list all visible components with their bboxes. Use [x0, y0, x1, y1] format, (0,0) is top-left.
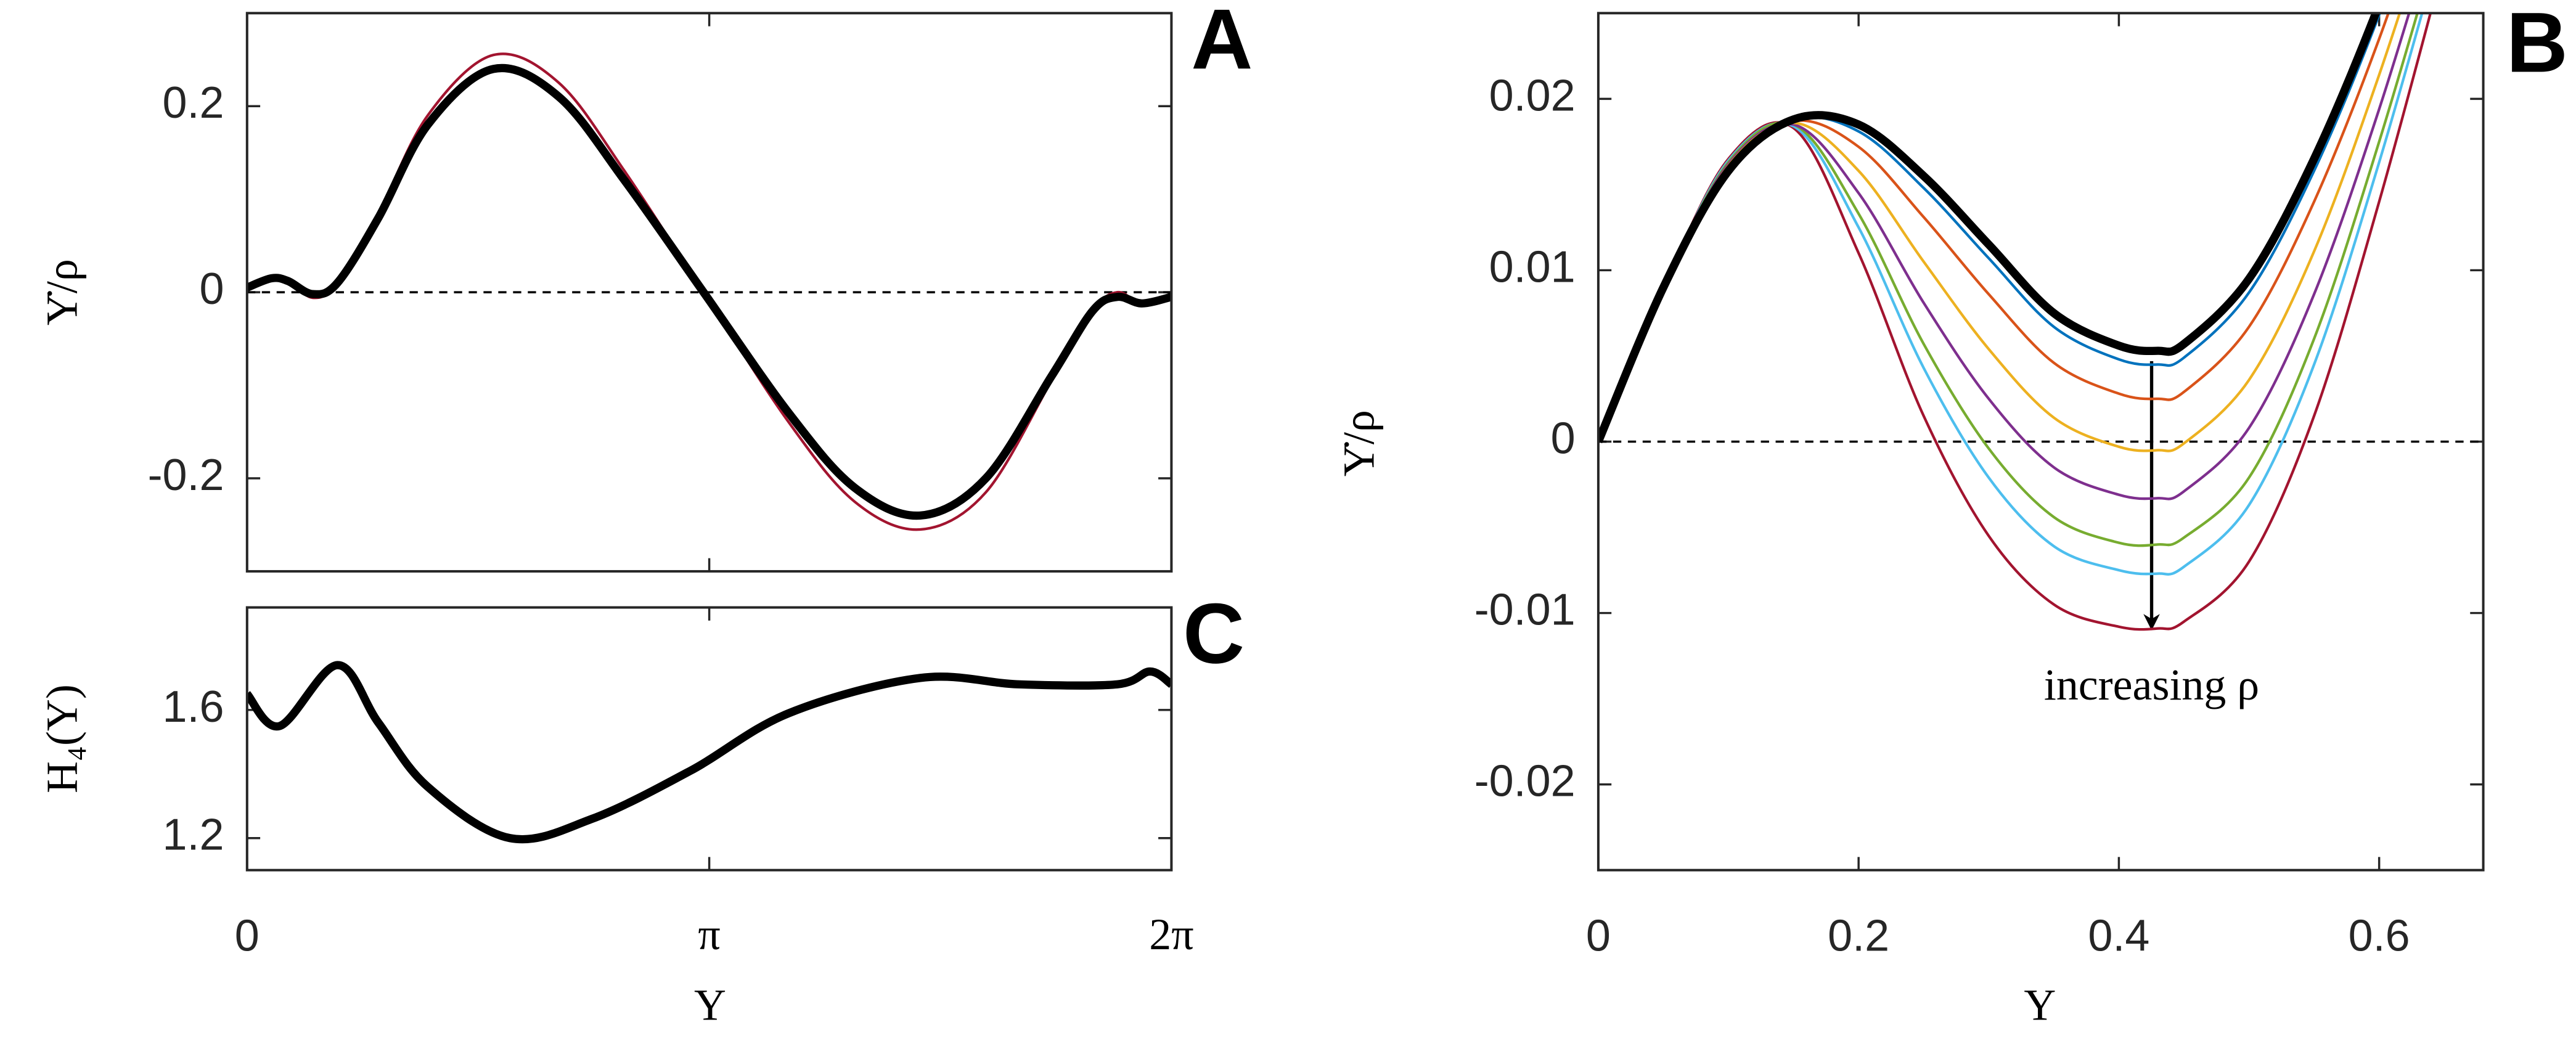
panel-label: A — [1191, 0, 1253, 87]
x-tick-label: 0.6 — [2349, 912, 2410, 961]
x-axis-label: Υ — [694, 981, 726, 1030]
line-series — [1598, 13, 2419, 547]
x-axis-label: Υ — [2024, 981, 2056, 1030]
panel-label: C — [1183, 586, 1245, 681]
y-tick-label: 1.2 — [163, 811, 224, 860]
y-axis-label: H₄(Υ) — [37, 684, 86, 793]
axes-frame — [245, 606, 1173, 872]
axes-frame — [245, 12, 1173, 573]
line-series — [247, 661, 1172, 844]
line-series — [1598, 13, 2381, 444]
y-tick-label: 0 — [200, 264, 224, 314]
plot-area — [247, 52, 1172, 531]
axes-frame — [1597, 12, 2485, 872]
line-series — [1598, 13, 2432, 631]
line-series — [1598, 13, 2402, 452]
plot-area — [247, 661, 1172, 844]
x-tick-label: 2π — [1149, 910, 1193, 959]
line-series — [1598, 13, 2411, 500]
y-tick-label: -0.2 — [148, 451, 224, 500]
x-tick-label: 0.2 — [1828, 912, 1889, 961]
panel-label: B — [2506, 0, 2568, 91]
y-axis-label: Υ̇/ρ — [37, 259, 86, 325]
y-tick-label: 1.6 — [163, 682, 224, 732]
y-tick-label: 0.2 — [163, 78, 224, 128]
y-tick-label: -0.01 — [1474, 586, 1576, 635]
x-tick-label: π — [698, 910, 720, 959]
x-tick-label: 0 — [1586, 912, 1611, 961]
x-tick-label: 0 — [235, 912, 260, 961]
y-tick-label: -0.02 — [1474, 757, 1576, 806]
annotation: increasing ρ — [2044, 660, 2259, 709]
plot-area — [1598, 13, 2432, 631]
line-series — [247, 63, 1172, 520]
line-series — [1598, 13, 2390, 443]
x-tick-label: 0.4 — [2088, 912, 2149, 961]
y-tick-label: 0.01 — [1489, 242, 1576, 292]
y-tick-label: 0 — [1551, 414, 1576, 463]
y-axis-label: Υ̇/ρ — [1335, 410, 1384, 476]
line-series — [1598, 13, 2382, 443]
y-tick-label: 0.02 — [1489, 71, 1576, 120]
